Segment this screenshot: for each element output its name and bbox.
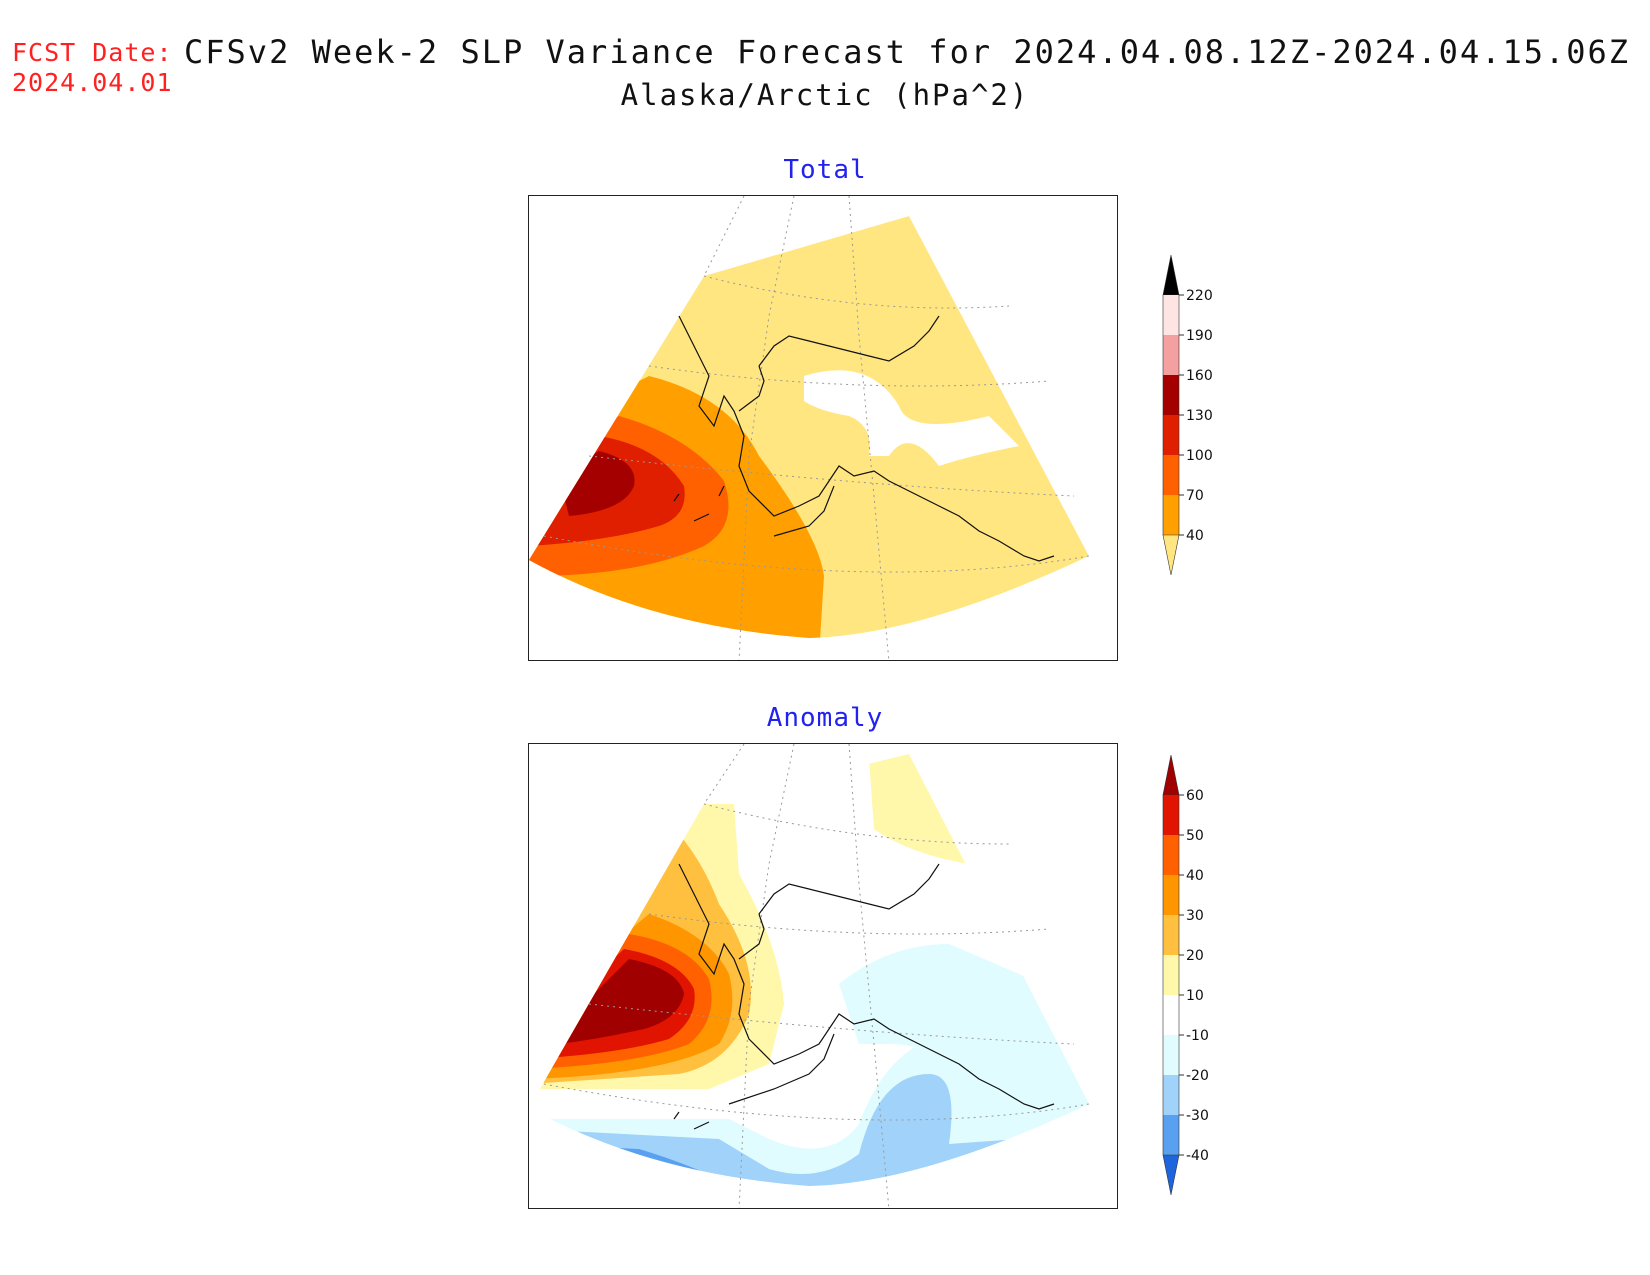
colorbar-end-top xyxy=(1162,754,1180,796)
colorbar-swatch xyxy=(1163,495,1179,535)
total-map xyxy=(528,195,1118,661)
colorbar-tick-label: -30 xyxy=(1186,1108,1209,1124)
colorbar-swatch xyxy=(1163,875,1179,915)
colorbar-swatch xyxy=(1163,375,1179,415)
fcst-date-value: 2024.04.01 xyxy=(12,68,173,97)
colorbar-tick-label: 60 xyxy=(1186,788,1204,804)
colorbar-tick-label: 40 xyxy=(1186,868,1204,884)
colorbar-tick-label: 100 xyxy=(1186,448,1213,464)
colorbar-tick-label: 30 xyxy=(1186,908,1204,924)
anomaly-colorbar: -40 -30 -20 -10 10 20 30 40 50 60 xyxy=(1160,754,1230,1199)
sub-title: Alaska/Arctic (hPa^2) xyxy=(620,78,1030,112)
colorbar-tick-label: 70 xyxy=(1186,488,1204,504)
total-colorbar: 40 70 100 130 160 190 220 xyxy=(1160,254,1230,599)
colorbar-swatch xyxy=(1163,415,1179,455)
colorbar-end-bottom xyxy=(1162,1154,1180,1196)
graticule xyxy=(543,744,1090,1208)
colorbar-tick-label: -40 xyxy=(1186,1148,1209,1164)
main-title: CFSv2 Week-2 SLP Variance Forecast for 2… xyxy=(184,33,1631,71)
anomaly-map xyxy=(528,743,1118,1209)
colorbar-end-bottom xyxy=(1162,534,1180,576)
colorbar-swatch xyxy=(1163,295,1179,335)
coastline xyxy=(673,315,1055,562)
colorbar-tick-label: 160 xyxy=(1186,368,1213,384)
colorbar-tick-label: 50 xyxy=(1186,828,1204,844)
colorbar-tick-label: 10 xyxy=(1186,988,1204,1004)
graticule xyxy=(543,196,1090,660)
panel-title-anomaly: Anomaly xyxy=(766,703,884,733)
colorbar-swatch xyxy=(1163,335,1179,375)
colorbar-tick-label: 220 xyxy=(1186,288,1213,304)
colorbar-swatch xyxy=(1163,995,1179,1035)
colorbar-swatch xyxy=(1163,835,1179,875)
colorbar-swatch xyxy=(1163,955,1179,995)
colorbar-end-top xyxy=(1162,254,1180,296)
colorbar-swatch xyxy=(1163,455,1179,495)
colorbar-tick-label: 20 xyxy=(1186,948,1204,964)
colorbar-tick-label: -20 xyxy=(1186,1068,1209,1084)
fcst-date-label: FCST Date: xyxy=(12,38,173,67)
total-shading xyxy=(529,216,1089,638)
colorbar-swatch xyxy=(1163,795,1179,835)
colorbar-tick-label: 190 xyxy=(1186,328,1213,344)
colorbar-outline xyxy=(1162,795,1180,1155)
coastline xyxy=(673,863,1055,1130)
colorbar-swatch xyxy=(1163,1115,1179,1155)
colorbar-tick-label: 130 xyxy=(1186,408,1213,424)
colorbar-tick-label: 40 xyxy=(1186,528,1204,544)
colorbar-tick-label: -10 xyxy=(1186,1028,1209,1044)
panel-title-total: Total xyxy=(783,155,867,185)
colorbar-swatch xyxy=(1163,1035,1179,1075)
colorbar-swatch xyxy=(1163,915,1179,955)
anomaly-shading xyxy=(529,754,1089,1186)
colorbar-swatch xyxy=(1163,1075,1179,1115)
